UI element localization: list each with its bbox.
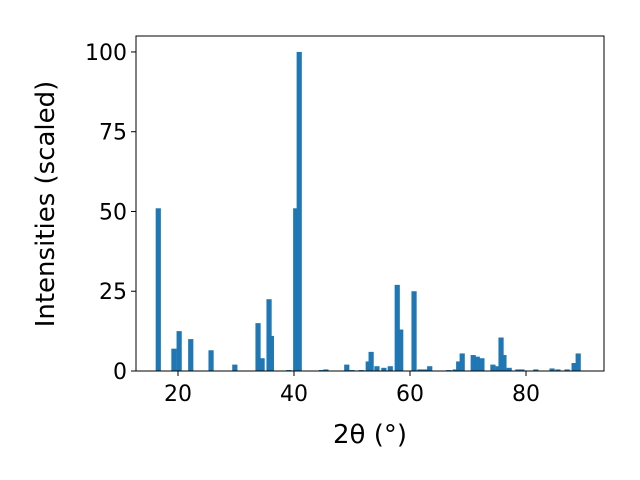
bar [344, 364, 350, 371]
x-tick-label: 20 [164, 382, 192, 407]
bar [398, 329, 404, 371]
bar [501, 355, 507, 371]
bar [266, 299, 272, 371]
bar [515, 369, 521, 371]
bar [394, 284, 400, 371]
bar [411, 291, 417, 371]
plot-frame [135, 35, 605, 372]
bar [452, 369, 458, 371]
bar [490, 364, 496, 371]
bar [533, 369, 539, 371]
y-tick-label: 25 [99, 280, 127, 305]
x-tick-label: 60 [396, 382, 424, 407]
bar [555, 369, 561, 371]
bar [368, 351, 374, 371]
bar [506, 367, 512, 371]
y-tick-label: 75 [99, 121, 127, 146]
y-tick-label: 50 [99, 200, 127, 225]
bar [374, 366, 380, 371]
bar [255, 323, 261, 371]
y-tick-label: 100 [85, 41, 127, 66]
bar [171, 348, 177, 371]
bar [427, 366, 433, 371]
bar [571, 363, 577, 371]
bar [479, 358, 485, 371]
bar [459, 353, 465, 371]
x-tick-label: 80 [512, 382, 540, 407]
bar [365, 361, 371, 371]
bar [293, 208, 299, 371]
bar [456, 361, 462, 371]
bar [176, 331, 182, 371]
bar [564, 369, 570, 371]
y-axis-label: Intensities (scaled) [31, 81, 61, 328]
bar [495, 366, 501, 371]
bar [470, 355, 476, 371]
bar [498, 337, 504, 371]
bar [208, 350, 214, 371]
bar [422, 369, 428, 371]
x-axis-label: 2θ (°) [333, 420, 407, 450]
bar [381, 367, 387, 371]
bar [474, 356, 480, 371]
bar [323, 369, 329, 371]
bar [519, 369, 525, 371]
x-tick-label: 40 [280, 382, 308, 407]
bar [575, 353, 581, 371]
bar [549, 368, 555, 371]
bar [155, 208, 161, 371]
bar [387, 366, 393, 371]
bar [296, 51, 302, 371]
bar [268, 335, 274, 371]
bar [259, 358, 265, 371]
bar [232, 364, 238, 371]
bar [188, 339, 194, 371]
bar [417, 369, 423, 371]
y-tick-label: 0 [113, 360, 127, 385]
